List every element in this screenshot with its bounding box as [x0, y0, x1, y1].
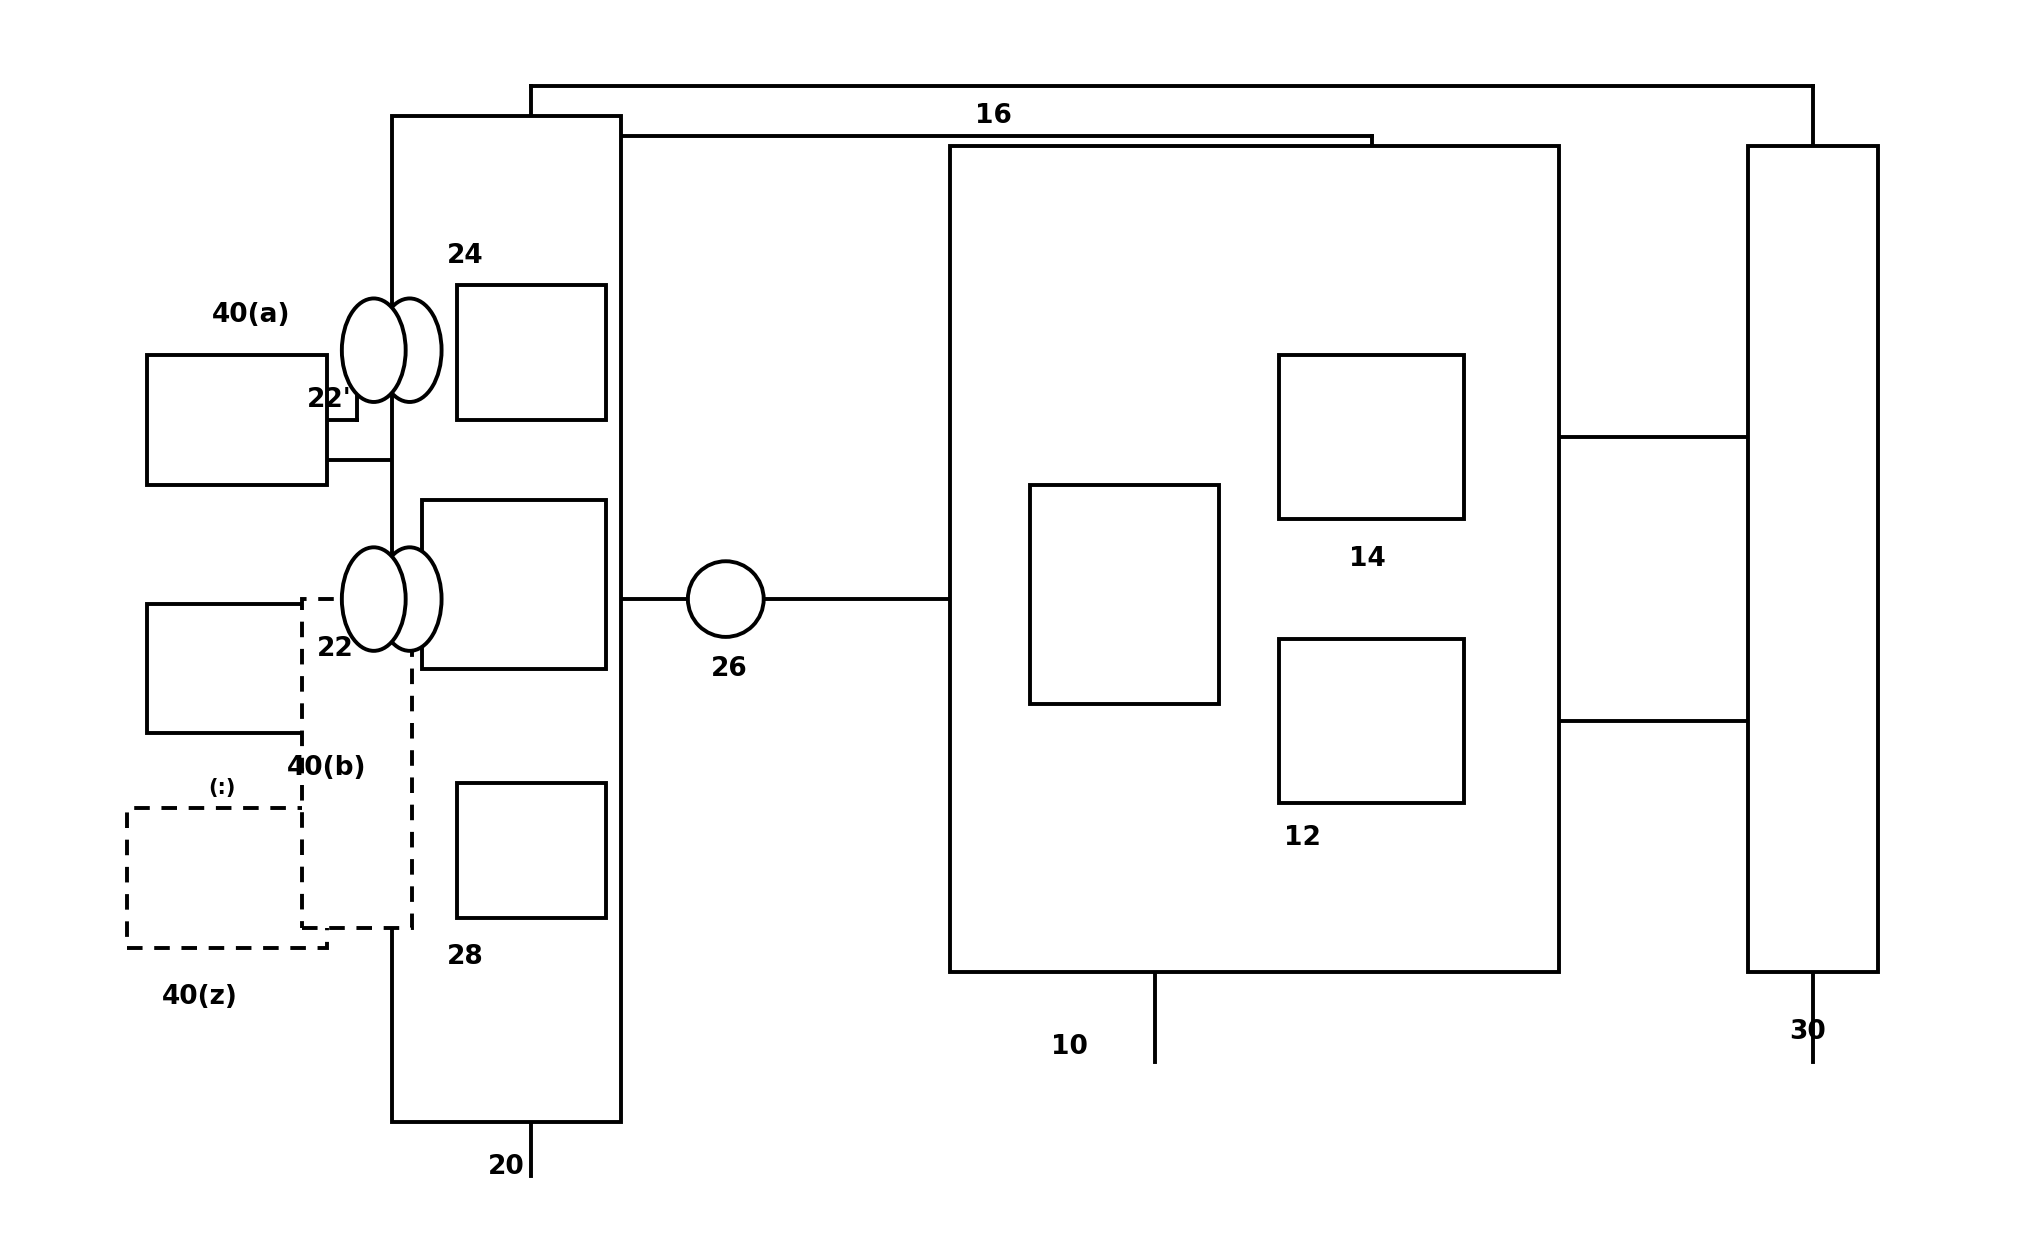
Ellipse shape	[341, 299, 406, 402]
Ellipse shape	[378, 299, 441, 402]
Bar	[148, 355, 327, 485]
Text: 28: 28	[447, 944, 484, 970]
Bar	[421, 500, 606, 669]
Bar	[457, 784, 606, 918]
Text: 10: 10	[1051, 1034, 1089, 1060]
Bar	[392, 116, 622, 1122]
Text: 12: 12	[1284, 826, 1321, 851]
Text: (:): (:)	[209, 779, 236, 798]
Bar	[1030, 485, 1219, 703]
Bar	[1280, 639, 1463, 803]
Bar	[1748, 146, 1878, 972]
Bar	[303, 598, 412, 928]
Text: 40(b): 40(b)	[287, 755, 366, 781]
Text: 22': 22'	[307, 387, 352, 413]
Bar	[1280, 355, 1463, 520]
Text: 14: 14	[1349, 547, 1386, 573]
Bar	[457, 285, 606, 420]
Circle shape	[689, 561, 764, 637]
Ellipse shape	[341, 548, 406, 650]
Text: 22: 22	[317, 636, 354, 661]
Text: 40(a): 40(a)	[211, 302, 291, 328]
Bar	[148, 605, 327, 733]
Ellipse shape	[378, 548, 441, 650]
Text: 24: 24	[447, 243, 484, 269]
Text: 30: 30	[1790, 1019, 1827, 1045]
Text: 26: 26	[711, 655, 748, 681]
Bar	[128, 808, 327, 948]
Text: 40(z): 40(z)	[163, 985, 238, 1011]
Bar	[951, 146, 1559, 972]
Text: 20: 20	[488, 1154, 524, 1180]
Text: 16: 16	[975, 104, 1012, 130]
